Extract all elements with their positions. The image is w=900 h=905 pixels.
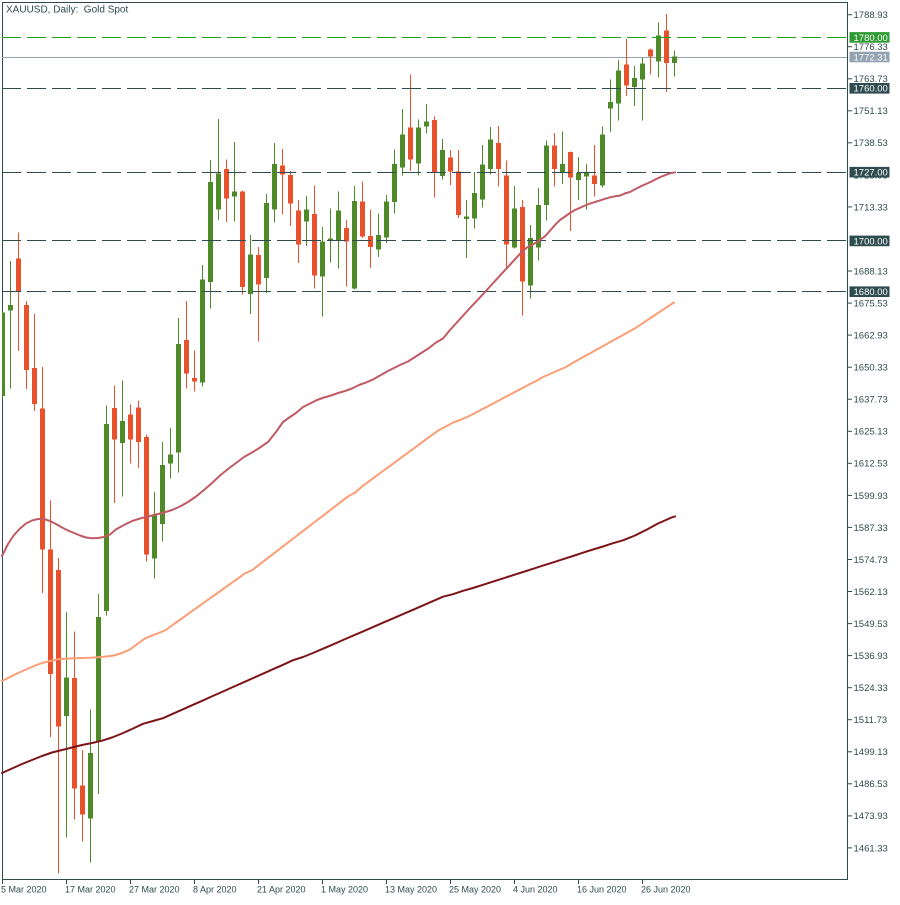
svg-text:1738.53: 1738.53	[854, 138, 888, 149]
svg-text:5 Mar 2020: 5 Mar 2020	[1, 885, 47, 895]
svg-text:1772.31: 1772.31	[854, 52, 888, 63]
svg-text:1637.73: 1637.73	[854, 395, 888, 406]
svg-text:1 May 2020: 1 May 2020	[321, 885, 368, 895]
svg-text:1612.53: 1612.53	[854, 459, 888, 470]
svg-text:1599.93: 1599.93	[854, 491, 888, 502]
svg-text:1536.93: 1536.93	[854, 651, 888, 662]
svg-text:16 Jun 2020: 16 Jun 2020	[577, 885, 627, 895]
svg-text:25 May 2020: 25 May 2020	[449, 885, 501, 895]
svg-text:1780.00: 1780.00	[854, 33, 888, 44]
svg-text:1776.33: 1776.33	[854, 42, 888, 53]
svg-text:13 May 2020: 13 May 2020	[385, 885, 437, 895]
svg-text:1625.13: 1625.13	[854, 427, 888, 438]
svg-text:27 Mar 2020: 27 Mar 2020	[129, 885, 180, 895]
svg-text:1700.00: 1700.00	[854, 236, 888, 247]
svg-text:1688.13: 1688.13	[854, 266, 888, 277]
svg-text:1675.53: 1675.53	[854, 299, 888, 310]
svg-text:XAUUSD, Daily: Gold Spot: XAUUSD, Daily: Gold Spot	[6, 5, 128, 16]
svg-text:1763.73: 1763.73	[854, 74, 888, 85]
svg-text:26 Jun 2020: 26 Jun 2020	[641, 885, 691, 895]
svg-text:1650.33: 1650.33	[854, 363, 888, 374]
svg-text:17 Mar 2020: 17 Mar 2020	[65, 885, 116, 895]
svg-text:4 Jun 2020: 4 Jun 2020	[513, 885, 558, 895]
svg-text:1473.93: 1473.93	[854, 811, 888, 822]
svg-text:1574.73: 1574.73	[854, 555, 888, 566]
svg-text:1511.73: 1511.73	[854, 715, 888, 726]
svg-text:1751.13: 1751.13	[854, 106, 888, 117]
svg-text:1760.00: 1760.00	[854, 84, 888, 95]
svg-text:1680.00: 1680.00	[854, 287, 888, 298]
svg-text:1662.93: 1662.93	[854, 331, 888, 342]
svg-text:21 Apr 2020: 21 Apr 2020	[257, 885, 306, 895]
svg-text:1549.53: 1549.53	[854, 619, 888, 630]
svg-text:1587.33: 1587.33	[854, 523, 888, 534]
svg-text:1486.53: 1486.53	[854, 779, 888, 790]
svg-text:1499.13: 1499.13	[854, 747, 888, 758]
svg-text:1713.33: 1713.33	[854, 202, 888, 213]
svg-text:1562.13: 1562.13	[854, 587, 888, 598]
svg-text:1788.93: 1788.93	[854, 10, 888, 21]
svg-text:1461.33: 1461.33	[854, 843, 888, 854]
svg-text:8 Apr 2020: 8 Apr 2020	[193, 885, 237, 895]
svg-text:1524.33: 1524.33	[854, 683, 888, 694]
svg-text:1727.00: 1727.00	[854, 168, 888, 179]
